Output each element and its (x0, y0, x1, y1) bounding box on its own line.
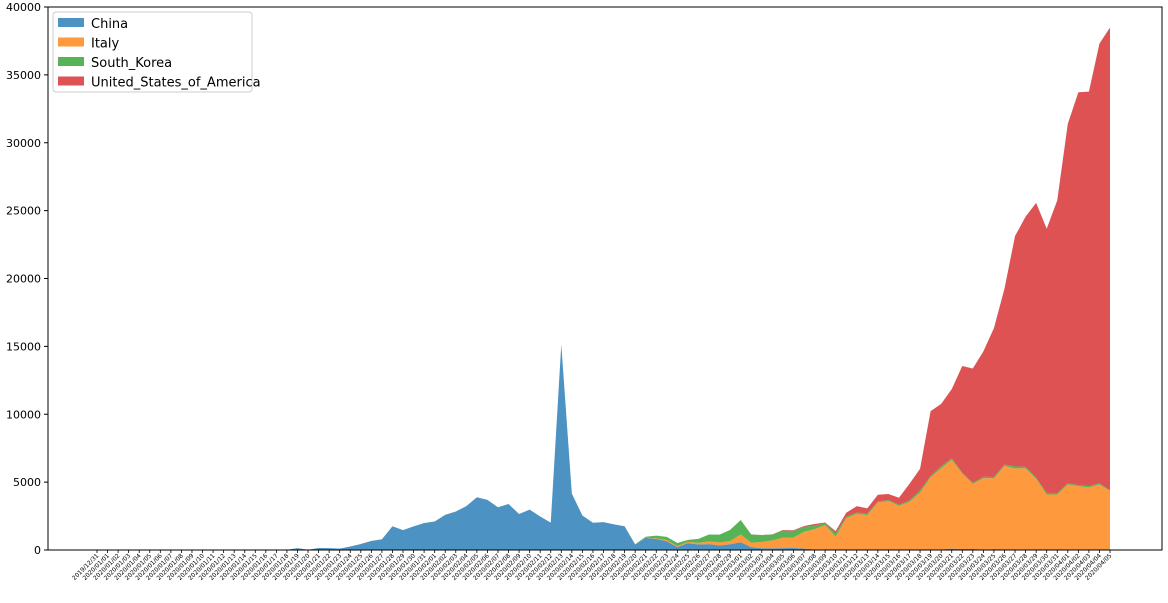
legend-label: United_States_of_America (91, 76, 261, 91)
legend-swatch (58, 37, 84, 47)
legend-swatch (58, 76, 84, 86)
y-tick-label: 25000 (6, 205, 41, 218)
legend-swatch (58, 57, 84, 66)
legend-label: Italy (91, 37, 120, 52)
y-tick-label: 20000 (6, 273, 41, 286)
y-axis: 0 5000 10000 15000 20000 25000 30000 35000 40000 (6, 1, 48, 557)
y-tick-label: 15000 (6, 340, 41, 353)
legend-label: China (91, 17, 128, 32)
y-tick-label: 40000 (6, 1, 41, 14)
y-tick-label: 5000 (13, 476, 41, 489)
y-tick-label: 35000 (6, 69, 41, 82)
legend-swatch (58, 18, 84, 27)
area-series-italy (97, 344, 1110, 550)
legend-box (52, 11, 253, 93)
y-tick-label: 10000 (6, 408, 41, 421)
legend-label: South_Korea (91, 56, 172, 71)
y-tick-label: 0 (34, 544, 41, 557)
series-areas (97, 27, 1110, 551)
legend: China Italy South_Korea United_States_of_Am… (52, 11, 261, 93)
y-tick-label: 30000 (6, 137, 41, 150)
x-axis: 2019/12/312020/01/012020/01/022020/01/03… (71, 550, 1114, 582)
